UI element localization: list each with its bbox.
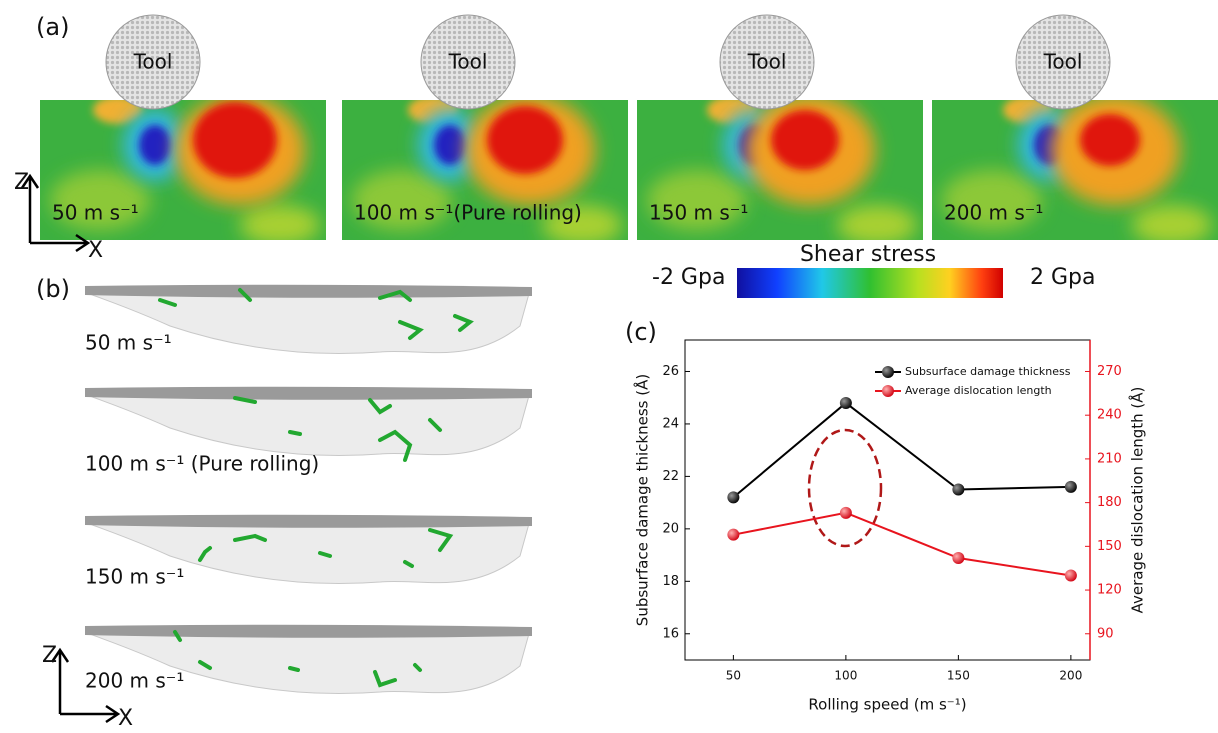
y-tick-label: 24 bbox=[662, 416, 679, 431]
stress-spot bbox=[771, 110, 839, 170]
y-tick-label: 22 bbox=[662, 469, 679, 484]
y2-tick-label: 180 bbox=[1097, 495, 1122, 510]
y2-tick-label: 150 bbox=[1097, 539, 1122, 554]
data-point bbox=[727, 529, 739, 541]
data-point bbox=[727, 491, 739, 503]
stress-snapshot: Tool 50 m s⁻¹ bbox=[40, 15, 326, 245]
x-tick-label: 100 bbox=[834, 669, 857, 683]
stress-spot bbox=[240, 205, 320, 245]
y-tick-label: 26 bbox=[662, 364, 679, 379]
stress-spot bbox=[434, 125, 466, 165]
stress-spot bbox=[193, 102, 277, 178]
data-point bbox=[952, 484, 964, 496]
tool-label: Tool bbox=[448, 50, 488, 74]
data-point bbox=[1065, 481, 1077, 493]
legend-marker bbox=[882, 385, 894, 397]
axis-letter: X bbox=[118, 706, 133, 729]
damage-surface bbox=[90, 392, 530, 456]
tool-label: Tool bbox=[1043, 50, 1083, 74]
axis-letter: Z bbox=[42, 643, 57, 668]
speed-label: 150 m s⁻¹ bbox=[85, 565, 184, 589]
stress-spot bbox=[1132, 205, 1212, 245]
speed-label: 100 m s⁻¹(Pure rolling) bbox=[354, 201, 582, 225]
axes-arrows bbox=[22, 176, 118, 722]
stress-spot bbox=[1080, 114, 1140, 166]
data-point bbox=[840, 397, 852, 409]
figure: (a) (b) (c) Tool 50 m s⁻¹ Tool 100 m s⁻¹(Pu… bbox=[0, 0, 1218, 729]
dislocation-snapshot: 100 m s⁻¹ (Pure rolling) bbox=[85, 387, 532, 476]
stress-snapshot: Tool 200 m s⁻¹ bbox=[932, 15, 1218, 245]
speed-label: 50 m s⁻¹ bbox=[52, 201, 139, 225]
y-tick-label: 16 bbox=[662, 626, 679, 641]
tool-label: Tool bbox=[133, 50, 173, 74]
x-axis-label: Rolling speed (m s⁻¹) bbox=[808, 696, 966, 714]
data-point bbox=[952, 552, 964, 564]
y-axis-label: Subsurface damage thickness (Å) bbox=[633, 374, 652, 626]
panel-b: 50 m s⁻¹ 100 m s⁻¹ (Pure rolling) 150 m s⁻… bbox=[85, 285, 532, 694]
x-tick-label: 150 bbox=[947, 669, 970, 683]
series-line bbox=[733, 513, 1071, 576]
dislocation-snapshot: 50 m s⁻¹ bbox=[85, 285, 532, 355]
legend-label: Subsurface damage thickness bbox=[905, 365, 1071, 378]
tool-label: Tool bbox=[747, 50, 787, 74]
colorbar-min: -2 Gpa bbox=[652, 265, 725, 290]
colorbar-max: 2 Gpa bbox=[1030, 265, 1095, 290]
x-tick-label: 50 bbox=[726, 669, 741, 683]
colorbar-scale bbox=[737, 268, 1003, 298]
y2-tick-label: 210 bbox=[1097, 451, 1122, 466]
y2-axis-label: Average dislocation length (Å) bbox=[1128, 387, 1147, 614]
legend-marker bbox=[882, 366, 894, 378]
stress-spot bbox=[487, 106, 563, 174]
surface-band bbox=[85, 285, 532, 298]
y2-tick-label: 90 bbox=[1097, 626, 1114, 641]
data-point bbox=[840, 507, 852, 519]
y2-tick-label: 270 bbox=[1097, 364, 1122, 379]
speed-label: 50 m s⁻¹ bbox=[85, 331, 172, 355]
panel-label: (a) bbox=[36, 13, 69, 41]
speed-label: 150 m s⁻¹ bbox=[649, 201, 748, 225]
colorbar-title: Shear stress bbox=[800, 242, 936, 267]
dislocation-snapshot: 200 m s⁻¹ bbox=[85, 625, 532, 694]
legend-label: Average dislocation length bbox=[905, 384, 1052, 397]
y-tick-label: 18 bbox=[662, 574, 679, 589]
stress-spot bbox=[139, 125, 171, 165]
surface-band bbox=[85, 625, 532, 638]
axis-letter: X bbox=[88, 238, 103, 263]
stress-snapshot: Tool 100 m s⁻¹(Pure rolling) bbox=[342, 15, 628, 245]
y-tick-label: 20 bbox=[662, 521, 679, 536]
stress-snapshot: Tool 150 m s⁻¹ bbox=[637, 15, 923, 245]
y2-tick-label: 240 bbox=[1097, 408, 1122, 423]
speed-label: 200 m s⁻¹ bbox=[85, 669, 184, 693]
axis-letter: Z bbox=[14, 170, 29, 195]
panel-label: (b) bbox=[36, 275, 70, 303]
panel-c: 50 100 150 200 16 18 20 22 24 26 90 120 150 180 210 240… bbox=[633, 340, 1147, 714]
highlight-ellipse bbox=[809, 430, 881, 546]
dislocation-snapshot: 150 m s⁻¹ bbox=[85, 515, 532, 589]
panel-label: (c) bbox=[625, 318, 657, 346]
surface-band bbox=[85, 515, 532, 528]
dislocation-line bbox=[290, 432, 300, 434]
x-tick-label: 200 bbox=[1059, 669, 1082, 683]
colorbar: Shear stress -2 Gpa 2 Gpa bbox=[652, 242, 1095, 298]
speed-label: 100 m s⁻¹ (Pure rolling) bbox=[85, 452, 319, 476]
speed-label: 200 m s⁻¹ bbox=[944, 201, 1043, 225]
surface-band bbox=[85, 387, 532, 400]
dislocation-line bbox=[290, 668, 298, 670]
stress-spot bbox=[837, 205, 917, 245]
series-line bbox=[733, 403, 1071, 497]
data-point bbox=[1065, 569, 1077, 581]
y2-tick-label: 120 bbox=[1097, 583, 1122, 598]
